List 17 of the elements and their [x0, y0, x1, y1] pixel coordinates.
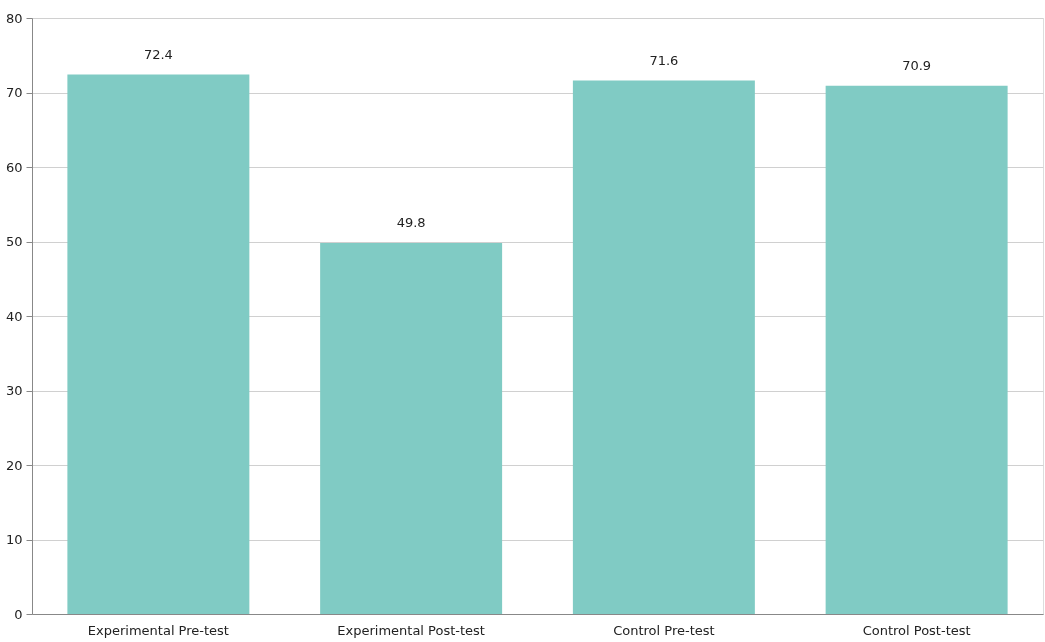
x-tick-label: Control Pre-test	[613, 622, 715, 638]
y-tick-label: 50	[5, 234, 23, 249]
data-label: 70.9	[902, 57, 932, 73]
y-tick-label: 30	[5, 383, 23, 398]
y-tick-label: 0	[14, 606, 23, 622]
x-tick-label: Experimental Pre-test	[87, 622, 229, 638]
x-tick-label: Control Post-test	[862, 622, 971, 638]
y-tick-label: 70	[5, 85, 23, 100]
y-tick-label: 60	[5, 159, 23, 175]
data-label: 49.8	[396, 214, 426, 230]
y-tick-label: 80	[5, 10, 23, 26]
data-label: 71.6	[649, 52, 679, 68]
x-tick-label: Experimental Post-test	[337, 622, 485, 638]
data-label: 72.4	[143, 46, 173, 62]
y-tick-label: 20	[5, 457, 23, 473]
y-tick-label: 40	[5, 308, 23, 324]
y-tick-label: 10	[5, 532, 23, 547]
